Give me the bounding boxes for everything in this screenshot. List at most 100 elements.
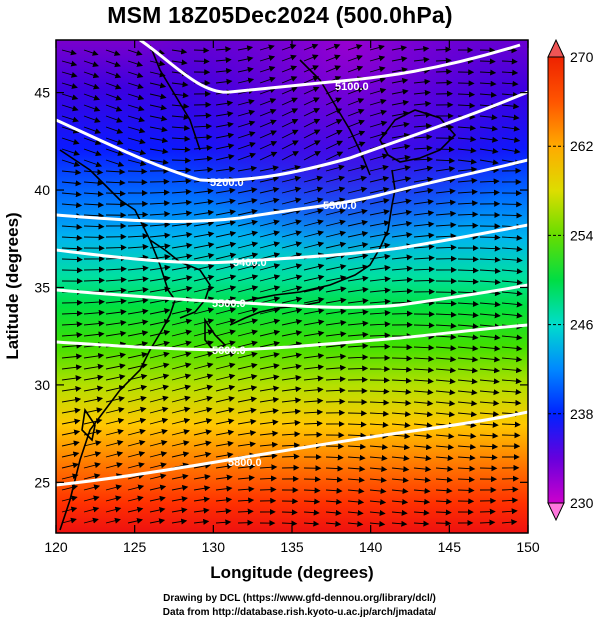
wind-arrow <box>435 487 453 494</box>
wind-arrow <box>259 453 278 460</box>
map-title: MSM 18Z05Dec2024 (500.0hPa) <box>107 2 453 28</box>
wind-arrow <box>457 177 478 184</box>
wind-arrow <box>435 444 455 451</box>
wind-arrow <box>215 440 234 447</box>
wind-arrow <box>457 400 478 407</box>
wind-arrow <box>281 285 303 293</box>
wind-arrow <box>61 71 78 78</box>
wind-arrow <box>435 157 456 164</box>
wind-arrow <box>369 198 390 205</box>
wind-arrow <box>171 384 192 392</box>
wind-arrow <box>127 330 149 337</box>
wind-arrow <box>391 520 408 527</box>
wind-arrow <box>347 275 369 282</box>
contour-5500 <box>56 283 528 309</box>
wind-arrow <box>171 124 191 131</box>
wind-arrow <box>325 319 347 326</box>
wind-arrow <box>259 151 278 161</box>
wind-arrow <box>347 309 369 316</box>
coastline-manchuria <box>149 44 201 151</box>
wind-arrow <box>435 476 453 483</box>
wind-arrow <box>391 143 411 150</box>
wind-arrow <box>369 287 391 294</box>
wind-arrow <box>457 389 478 396</box>
wind-arrow <box>127 506 144 513</box>
wind-arrow <box>457 278 479 285</box>
wind-arrow <box>391 355 413 362</box>
wind-arrow <box>413 367 435 373</box>
wind-arrow <box>369 477 387 484</box>
wind-arrow <box>237 329 259 337</box>
wind-arrow <box>413 89 431 96</box>
contour-labels: 5100.0 5200.0 5300.0 5400.0 5500.0 5600.… <box>210 81 369 469</box>
wind-arrow <box>501 136 521 143</box>
wind-arrow <box>413 422 433 429</box>
wind-arrow <box>281 386 302 393</box>
wind-arrow <box>457 158 478 165</box>
wind-arrow <box>171 178 192 185</box>
coastline-korea <box>149 239 211 319</box>
wind-arrow <box>479 443 499 450</box>
x-axis-title: Longitude (degrees) <box>210 563 373 582</box>
wind-arrow <box>127 168 148 175</box>
wind-arrow <box>479 245 501 252</box>
wind-arrow <box>215 252 237 260</box>
wind-arrow <box>215 230 237 238</box>
wind-arrow <box>171 518 188 525</box>
wind-arrow <box>281 453 300 460</box>
wind-arrow <box>391 288 413 295</box>
wind-arrow <box>193 496 211 503</box>
wind-arrow <box>237 120 256 128</box>
wind-arrow <box>501 388 522 395</box>
wind-arrow <box>303 241 325 249</box>
wind-arrow <box>215 67 233 74</box>
wind-arrow <box>369 499 387 506</box>
wind-arrow <box>435 233 457 240</box>
wind-arrow <box>413 444 433 451</box>
wind-arrow <box>435 166 456 173</box>
wind-arrow <box>105 60 121 68</box>
wind-arrow <box>259 119 277 128</box>
wind-arrow <box>369 98 387 106</box>
wind-arrow <box>479 400 500 407</box>
wind-arrow <box>83 462 101 469</box>
wind-arrow <box>435 199 457 206</box>
y-tick-label: 40 <box>34 182 50 198</box>
wind-arrow <box>127 233 149 240</box>
wind-arrow <box>259 352 280 359</box>
wind-arrow <box>193 362 214 370</box>
wind-arrow <box>369 186 390 194</box>
wind-arrow <box>457 356 479 363</box>
x-tick-label: 125 <box>123 539 147 555</box>
wind-arrow <box>215 78 233 85</box>
wind-arrow <box>127 49 143 56</box>
wind-arrow <box>325 520 342 527</box>
wind-arrow <box>303 186 324 194</box>
wind-arrow <box>127 517 144 524</box>
wind-arrow <box>325 286 347 293</box>
wind-arrow <box>435 455 454 462</box>
wind-arrow <box>83 180 104 187</box>
wind-arrow <box>237 66 254 73</box>
wind-arrow <box>105 319 127 326</box>
wind-arrow <box>347 354 369 361</box>
wind-arrow <box>435 465 454 472</box>
wind-arrow <box>83 82 100 90</box>
wind-arrow <box>61 126 80 134</box>
wind-arrow <box>325 376 346 383</box>
wind-arrow <box>83 451 102 458</box>
wind-arrow <box>83 126 102 134</box>
wind-arrow <box>149 351 170 359</box>
wind-arrow <box>347 264 369 271</box>
wind-arrow <box>325 509 342 516</box>
wind-arrow <box>281 175 302 183</box>
wind-arrow <box>171 340 192 348</box>
y-tick-label: 25 <box>34 474 50 490</box>
wind-arrow <box>479 125 499 132</box>
wind-arrow <box>479 334 501 341</box>
wind-arrow <box>413 221 435 228</box>
wind-arrow <box>281 296 303 304</box>
wind-arrow <box>413 156 434 163</box>
wind-arrow <box>325 186 346 194</box>
wind-arrow <box>391 88 409 95</box>
